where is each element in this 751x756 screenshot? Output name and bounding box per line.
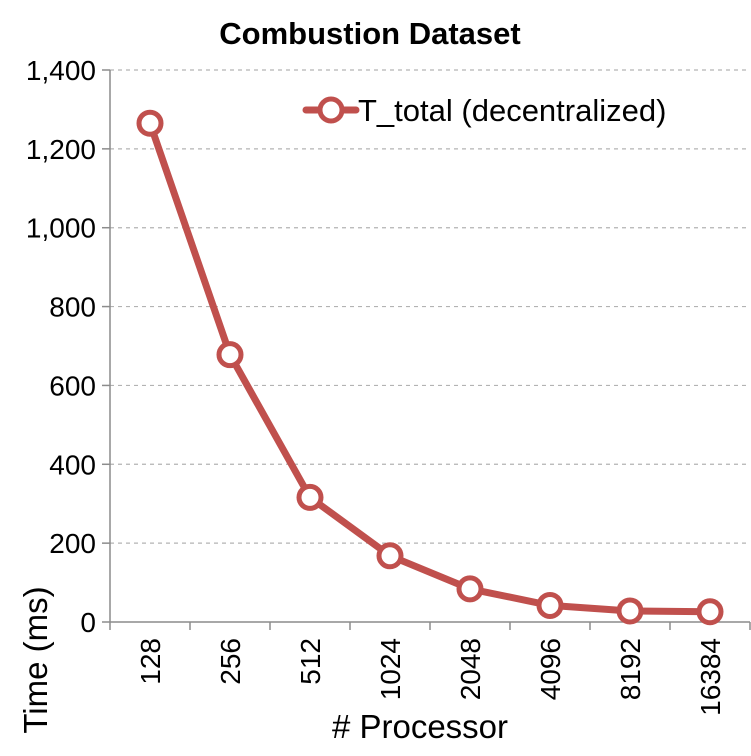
y-axis-title: Time (ms) <box>17 586 54 733</box>
y-tick-label: 400 <box>49 449 96 480</box>
series-layer <box>136 109 724 626</box>
y-tick-label: 1,000 <box>26 213 96 244</box>
y-tick-label: 1,400 <box>26 55 96 86</box>
x-tick-labels: 128 256 512 1024 2048 4096 8192 16384 <box>135 638 726 716</box>
axes <box>102 69 751 630</box>
y-tick-label: 200 <box>49 528 96 559</box>
data-point-marker <box>456 575 484 603</box>
x-tick-label: 16384 <box>695 638 726 716</box>
x-tick-label: 256 <box>215 638 246 685</box>
chart-title: Combustion Dataset <box>219 16 520 51</box>
x-tick-label: 1024 <box>375 638 406 700</box>
y-tick-label: 0 <box>80 607 96 638</box>
x-tick-label: 4096 <box>535 638 566 700</box>
data-point-marker <box>536 591 564 619</box>
data-point-marker <box>376 542 404 570</box>
gridlines <box>110 69 750 544</box>
x-axis-title: # Processor <box>332 708 508 745</box>
y-tick-labels: 0 200 400 600 800 1,000 1,200 1,400 <box>26 55 96 638</box>
data-point-marker <box>616 597 644 625</box>
data-point-marker <box>136 109 164 137</box>
data-point-marker <box>296 483 324 511</box>
x-tick-label: 2048 <box>455 638 486 700</box>
legend-marker <box>317 96 345 124</box>
data-point-marker <box>696 598 724 626</box>
x-tick-label: 512 <box>295 638 326 685</box>
y-tick-label: 600 <box>49 370 96 401</box>
data-point-marker <box>216 341 244 369</box>
y-tick-label: 800 <box>49 292 96 323</box>
x-tick-label: 8192 <box>615 638 646 700</box>
y-tick-label: 1,200 <box>26 134 96 165</box>
x-tick-label: 128 <box>135 638 166 685</box>
legend: T_total (decentralized) <box>302 93 666 128</box>
legend-label: T_total (decentralized) <box>358 93 666 128</box>
